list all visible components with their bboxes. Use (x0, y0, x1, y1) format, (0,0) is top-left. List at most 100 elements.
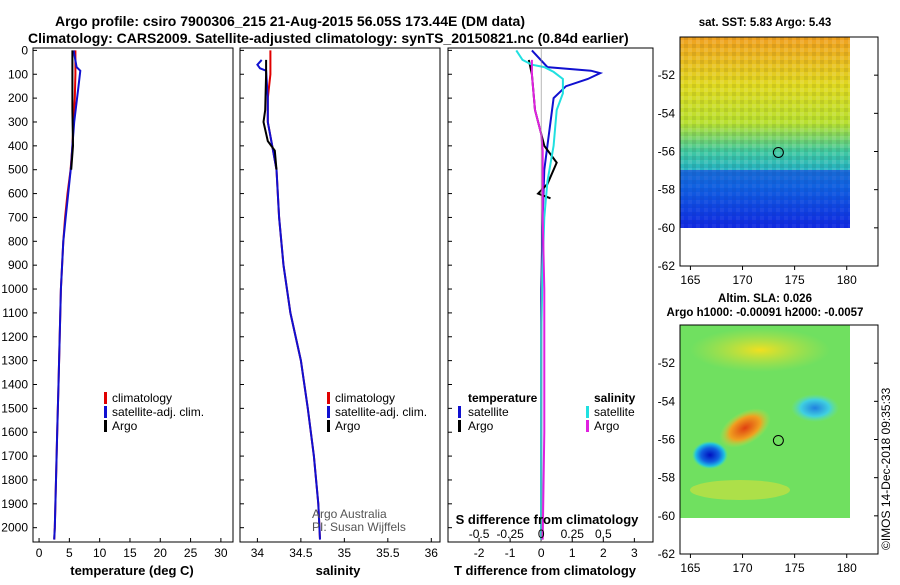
map-x-tick-label: 170 (733, 273, 753, 287)
depth-tick-label: 1600 (1, 425, 28, 439)
series-line-argo (70, 50, 75, 170)
legend-label-t-argo: Argo (468, 419, 494, 433)
map-x-tick-label: 175 (785, 561, 805, 575)
legend-label-climatology: climatology (335, 391, 395, 405)
map-x-tick-label: 165 (680, 273, 700, 287)
sst-map-ticks: 165 170 175 180 -52 -54 -56 -58 -60 -62 (658, 68, 878, 287)
depth-tick-label: 1900 (1, 497, 28, 511)
temperature-xlabel: temperature (deg C) (70, 563, 194, 578)
sla-argo-location-marker (772, 434, 784, 446)
legend-label-s-argo: Argo (594, 419, 620, 433)
temperature-x-ticks: 0 5 10 15 20 25 30 (36, 538, 228, 560)
legend-swatch-satellite (104, 406, 107, 418)
legend-label-satellite: satellite-adj. clim. (335, 405, 427, 419)
legend-swatch-t-argo (458, 420, 461, 432)
difference-top-ticks: -0.5 -0.25 0 0.25 0.5 (469, 527, 612, 541)
depth-tick-labels: 0 100 200 300 400 500 600 700 800 900 1000 1100 1200… (1, 43, 452, 535)
x-tick-label: 3 (631, 546, 638, 560)
depth-tick-label: 1500 (1, 401, 28, 415)
sla-positive-anomaly (719, 408, 771, 448)
top-tick-label: -0.25 (496, 527, 524, 541)
sst-argo-location-marker (772, 146, 784, 158)
depth-tick-label: 1100 (2, 306, 28, 320)
legend-swatch-argo (104, 420, 107, 432)
legend-label-argo: Argo (335, 419, 361, 433)
legend-label-s-satellite: satellite (594, 405, 635, 419)
legend-swatch-climatology (104, 392, 107, 404)
salinity-axes-frame (239, 47, 441, 543)
difference-lines (515, 48, 604, 542)
series-line-argo (262, 59, 278, 170)
series-line-satellite-adj-clim- (53, 50, 82, 540)
legend-swatch-climatology (327, 392, 330, 404)
x-tick-label: 0 (538, 546, 545, 560)
x-tick-label: 2 (600, 546, 607, 560)
depth-tick-label: 0 (21, 43, 28, 57)
map-y-tick-label: -56 (658, 433, 676, 447)
x-tick-label: 34.5 (289, 546, 313, 560)
legend-swatch-s-satellite (586, 406, 589, 418)
x-tick-label: 5 (66, 546, 73, 560)
difference-axes-frame (447, 47, 654, 543)
legend-swatch-satellite (327, 406, 330, 418)
legend-swatch-s-argo (586, 420, 589, 432)
map-y-tick-label: -60 (658, 221, 676, 235)
series-line-satellite-adj-clim- (256, 59, 321, 540)
map-y-tick-label: -58 (658, 183, 676, 197)
depth-tick-label: 100 (8, 67, 28, 81)
sst-map-panel: sat. SST: 5.83 Argo: 5.43 165 170 175 180 -5… (658, 17, 879, 287)
legend-swatch-argo (327, 420, 330, 432)
legend-label-t-satellite: satellite (468, 405, 509, 419)
sst-map-title: sat. SST: 5.83 Argo: 5.43 (699, 17, 832, 29)
sla-yellow-patch (690, 328, 830, 372)
map-x-tick-label: 165 (680, 561, 700, 575)
x-tick-label: 30 (214, 546, 228, 560)
temperature-axes-frame (32, 47, 234, 543)
depth-tick-label: 900 (8, 258, 28, 272)
salinity-x-ticks: 34 34.5 35 35.5 36 (251, 538, 439, 560)
depth-tick-label: 600 (8, 187, 28, 201)
map-x-tick-label: 175 (785, 273, 805, 287)
series-line-s-argo (530, 59, 546, 540)
difference-xlabel-top: S difference from climatology (456, 512, 640, 527)
x-tick-label: 0 (36, 546, 43, 560)
salinity-legend: climatology satellite-adj. clim. Argo (327, 391, 427, 433)
top-tick-label: 0 (538, 527, 545, 541)
x-tick-label: 35.5 (376, 546, 400, 560)
difference-legend-temperature: temperature satellite Argo (458, 391, 538, 433)
series-line-climatology (266, 50, 321, 540)
title-line-1: Argo profile: csiro 7900306_215 21-Aug-2… (55, 13, 525, 29)
x-tick-label: 1 (569, 546, 576, 560)
map-y-tick-label: -60 (658, 509, 676, 523)
x-tick-label: 25 (184, 546, 198, 560)
difference-legend-salinity: salinity satellite Argo (586, 391, 636, 433)
sla-map-ticks: 165 170 175 180 -52 -54 -56 -58 -60 -62 (658, 356, 878, 575)
difference-x-ticks: -2 -1 0 1 2 3 (474, 538, 638, 560)
depth-tick-label: 1300 (1, 354, 28, 368)
difference-panel: -2 -1 0 1 2 3 T difference from climatology S… (447, 47, 654, 578)
map-y-tick-label: -56 (658, 145, 676, 159)
map-x-tick-label: 170 (733, 561, 753, 575)
depth-tick-label: 2000 (1, 521, 28, 535)
legend-label-climatology: climatology (112, 391, 172, 405)
sla-negative-anomaly-east (791, 394, 839, 422)
x-tick-label: 36 (425, 546, 439, 560)
x-tick-label: 35 (338, 546, 352, 560)
x-tick-label: 15 (123, 546, 137, 560)
depth-tick-label: 1000 (1, 282, 28, 296)
map-x-tick-label: 180 (837, 273, 857, 287)
map-y-tick-label: -62 (658, 259, 676, 273)
sst-cold-band (680, 170, 850, 228)
x-tick-label: 20 (154, 546, 168, 560)
legend-swatch-t-satellite (458, 406, 461, 418)
depth-tick-label: 700 (8, 210, 28, 224)
map-y-tick-label: -58 (658, 471, 676, 485)
map-y-tick-label: -54 (658, 106, 676, 120)
temperature-panel: 0100200300400500600700800900100011001200… (1, 43, 452, 578)
sla-map-subtitle: Argo h1000: -0.00091 h2000: -0.0057 (667, 307, 864, 319)
temperature-lines (53, 50, 82, 540)
map-y-tick-label: -52 (658, 356, 676, 370)
map-y-tick-label: -52 (658, 68, 676, 82)
depth-tick-label: 1200 (1, 330, 28, 344)
